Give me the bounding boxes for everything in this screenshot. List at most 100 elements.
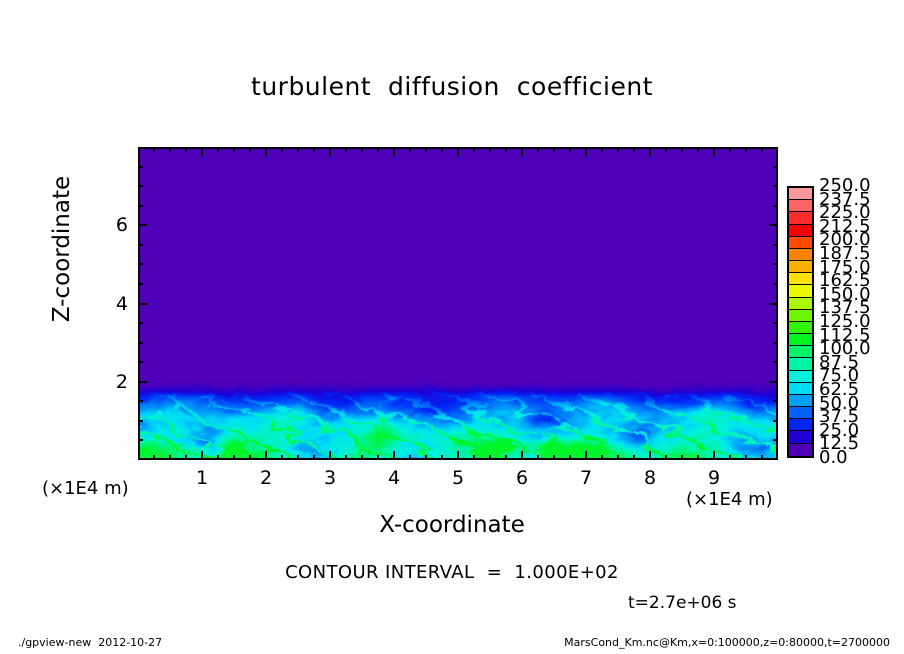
x-tick-top — [249, 147, 251, 152]
x-tick — [377, 455, 379, 460]
colorbar-tick-label: 25.0 — [819, 419, 860, 441]
colorbar-band — [789, 236, 812, 249]
x-tick-top — [761, 147, 763, 152]
x-axis-unit-right: (×1E4 m) — [686, 489, 773, 510]
x-tick — [265, 451, 267, 460]
colorbar-tick-label: 87.5 — [819, 351, 860, 373]
y-tick-right — [773, 361, 778, 364]
x-tick-label: 7 — [579, 467, 593, 489]
x-tick — [521, 451, 523, 460]
heatmap-field — [140, 149, 776, 458]
colorbar-band — [789, 443, 812, 456]
colorbar-band — [789, 407, 812, 420]
x-tick-label: 8 — [643, 467, 657, 489]
x-tick — [233, 455, 235, 460]
x-tick-top — [329, 147, 331, 156]
x-tick — [409, 455, 411, 460]
x-axis-unit-left: (×1E4 m) — [42, 478, 129, 499]
x-tick — [729, 455, 731, 460]
x-tick-top — [201, 147, 203, 156]
y-tick — [138, 282, 143, 285]
y-tick — [138, 165, 143, 168]
x-tick-top — [521, 147, 523, 156]
x-tick — [601, 455, 603, 460]
x-tick — [473, 455, 475, 460]
colorbar-tick-label: 12.5 — [819, 433, 860, 455]
colorbar-band — [789, 248, 812, 262]
y-tick — [138, 322, 143, 325]
colorbar-tick-label: 250.0 — [819, 175, 871, 196]
x-tick — [537, 455, 539, 460]
y-tick-right — [769, 224, 778, 227]
x-tick-top — [233, 147, 235, 152]
x-tick-label: 5 — [451, 467, 465, 489]
x-tick-top — [601, 147, 603, 152]
y-tick-right — [773, 400, 778, 403]
x-tick-top — [505, 147, 507, 152]
x-tick — [297, 455, 299, 460]
x-tick — [745, 455, 747, 460]
colorbar-tick-label: 62.5 — [819, 379, 860, 400]
x-tick-label: 6 — [515, 467, 529, 489]
x-tick — [281, 455, 283, 460]
x-tick — [361, 455, 363, 460]
x-tick — [393, 451, 395, 460]
x-tick — [633, 455, 635, 460]
x-tick-top — [665, 147, 667, 152]
colorbar-band — [789, 273, 812, 286]
colorbar-band — [789, 200, 812, 213]
y-tick — [138, 439, 143, 442]
colorbar-band — [789, 419, 812, 432]
y-tick — [138, 302, 147, 305]
x-tick — [313, 455, 315, 460]
footer-datasource: MarsCond_Km.nc@Km,x=0:100000,z=0:80000,t… — [564, 636, 890, 649]
y-tick — [138, 419, 143, 422]
colorbar-band — [789, 346, 812, 359]
colorbar-band — [789, 334, 812, 347]
colorbar-band — [789, 297, 812, 310]
x-tick-top — [313, 147, 315, 152]
x-tick-top — [633, 147, 635, 152]
x-tick — [153, 455, 155, 460]
x-tick-top — [297, 147, 299, 152]
y-tick — [138, 341, 143, 344]
colorbar-tick-label: 200.0 — [819, 229, 871, 251]
y-tick — [138, 361, 143, 364]
colorbar-band — [789, 358, 812, 371]
colorbar-band — [789, 431, 812, 444]
x-tick-top — [377, 147, 379, 152]
x-tick — [681, 455, 683, 460]
y-tick-right — [773, 322, 778, 325]
x-tick-label: 9 — [707, 467, 721, 489]
x-tick — [697, 455, 699, 460]
y-tick — [138, 400, 143, 403]
colorbar-tick-label: 150.0 — [819, 283, 871, 305]
colorbar-tick-label: 37.5 — [819, 406, 860, 428]
contour-interval-label: CONTOUR INTERVAL = 1.000E+02 — [285, 562, 619, 583]
colorbar-band — [789, 321, 812, 335]
footer-command: ./gpview-new 2012-10-27 — [18, 636, 163, 649]
x-tick-top — [569, 147, 571, 152]
colorbar-tick-label: 212.5 — [819, 215, 871, 237]
x-tick-top — [745, 147, 747, 152]
x-tick-top — [185, 147, 187, 152]
x-tick — [169, 455, 171, 460]
colorbar-tick-label: 137.5 — [819, 297, 871, 319]
x-tick — [649, 451, 651, 460]
x-tick — [425, 455, 427, 460]
x-tick — [249, 455, 251, 460]
x-tick — [345, 455, 347, 460]
colorbar-tick-label: 175.0 — [819, 256, 871, 278]
x-tick-top — [649, 147, 651, 156]
y-tick — [138, 243, 143, 246]
y-tick — [138, 204, 143, 207]
x-tick — [569, 455, 571, 460]
colorbar-band — [789, 285, 812, 298]
x-tick-top — [425, 147, 427, 152]
colorbar — [787, 186, 814, 458]
y-tick-right — [773, 282, 778, 285]
x-tick — [441, 455, 443, 460]
colorbar-tick-label: 187.5 — [819, 243, 871, 264]
x-axis-title: X-coordinate — [379, 512, 525, 538]
x-tick-top — [169, 147, 171, 152]
